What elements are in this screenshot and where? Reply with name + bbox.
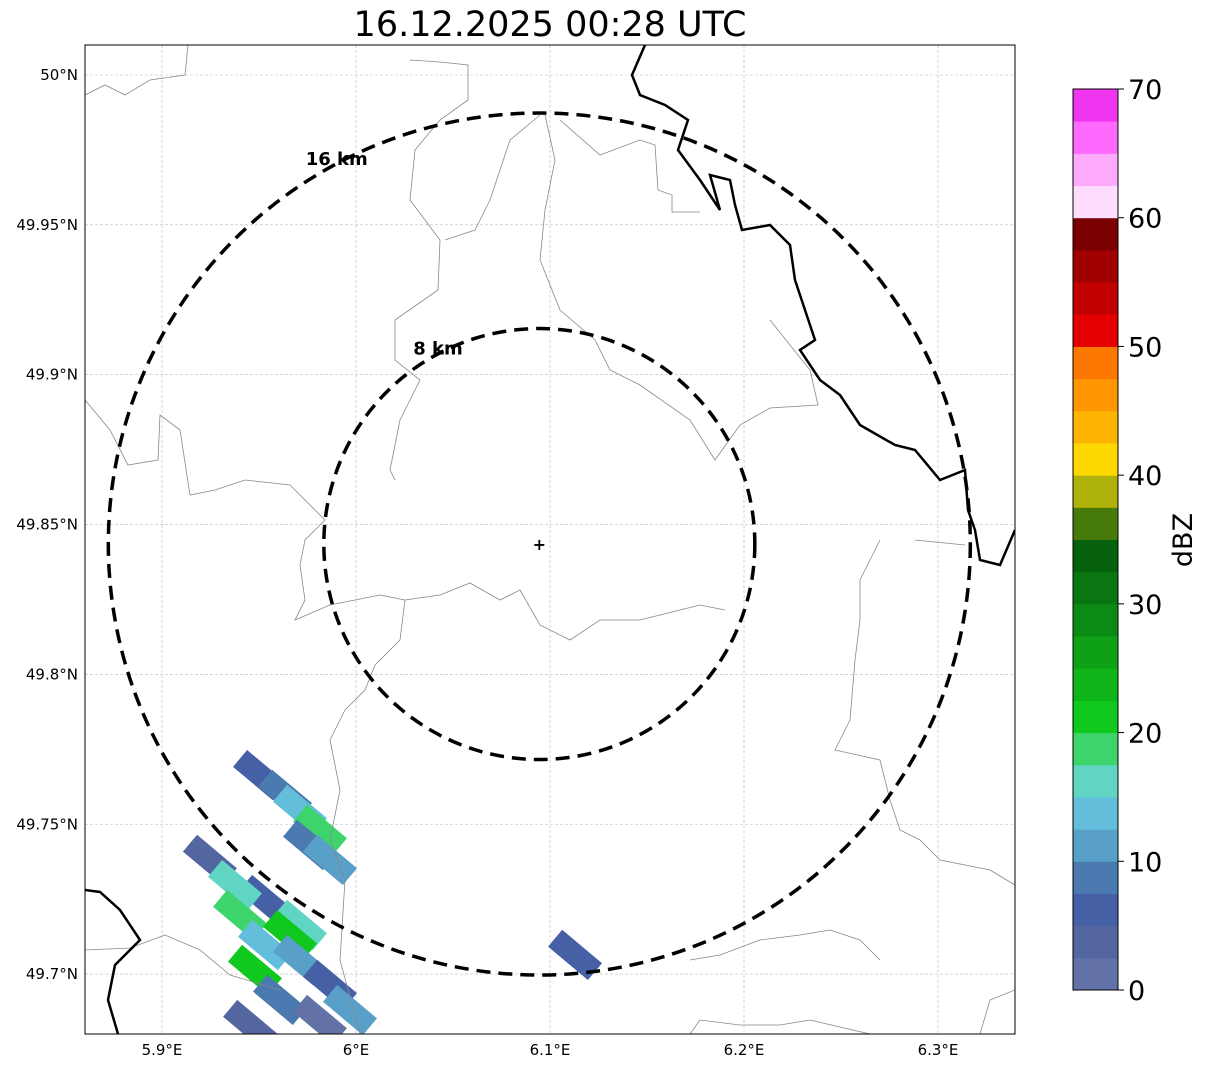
y-tick-label: 49.7°N (26, 965, 78, 983)
colorbar-tick-label: 30 (1128, 590, 1162, 621)
radar-echo-cell (292, 804, 347, 856)
colorbar-bin (1073, 764, 1118, 798)
colorbar-bin (1073, 829, 1118, 862)
colorbar-bin (1073, 249, 1118, 283)
colorbar-bin (1073, 732, 1118, 766)
y-tick-label: 49.95°N (16, 216, 78, 234)
colorbar-bin (1073, 700, 1118, 734)
radar-echo-cell (322, 984, 377, 1034)
gridlines (85, 45, 1015, 1034)
colorbar-label: dBZ (1168, 513, 1199, 567)
colorbar-bin (1073, 314, 1118, 347)
radar-echoes (182, 749, 603, 1034)
colorbar-bin (1073, 121, 1118, 154)
y-tick-label: 49.9°N (26, 366, 78, 384)
colorbar-bin (1073, 571, 1118, 605)
radar-echo-cell (207, 859, 262, 911)
colorbar-bin (1073, 603, 1118, 637)
colorbar-tick-label: 70 (1128, 75, 1162, 106)
colorbar-bin (1073, 861, 1118, 894)
range-ring-label: 8 km (413, 338, 463, 359)
colorbar-bin (1073, 636, 1118, 669)
axis-ticks: 5.9°E 6°E 6.1°E 6.2°E 6.3°E 50°N 49.95°N 49.9°N… (16, 66, 958, 1059)
colorbar-bin (1073, 925, 1118, 959)
colorbar-bin (1073, 796, 1118, 830)
y-tick-label: 49.75°N (16, 815, 78, 833)
x-tick-label: 6.1°E (530, 1041, 571, 1059)
range-ring-label: 16 km (306, 149, 368, 170)
colorbar-tick-label: 50 (1128, 332, 1162, 363)
y-tick-label: 49.85°N (16, 516, 78, 534)
colorbar-bin (1073, 507, 1118, 540)
radar-echo-cell (263, 910, 318, 961)
x-tick-label: 6.3°E (918, 1041, 959, 1059)
colorbar-bin (1073, 539, 1118, 573)
map-frame (84, 44, 1016, 1035)
colorbar-tick-label: 60 (1128, 204, 1162, 235)
radar-echo-cell (292, 994, 347, 1034)
map-title: 16.12.2025 00:28 UTC (353, 5, 747, 45)
colorbar-bin (1073, 185, 1118, 219)
radar-echo-cell (548, 929, 603, 981)
colorbar-bin (1073, 378, 1118, 412)
x-tick-label: 6.2°E (724, 1041, 765, 1059)
colorbar-tick-label: 40 (1128, 461, 1162, 492)
y-tick-label: 49.8°N (26, 665, 78, 683)
radar-site-marker: + (533, 535, 546, 554)
colorbar-bin (1073, 668, 1118, 701)
colorbar-bin (1073, 442, 1118, 476)
admin-borders (85, 45, 1015, 1034)
range-ring-8km (322, 326, 757, 762)
colorbar-tick-label: 20 (1128, 719, 1162, 750)
x-tick-label: 5.9°E (142, 1041, 183, 1059)
radar-echo-cell (272, 899, 327, 951)
range-rings: 8 km 16 km + (106, 111, 973, 977)
colorbar-frame (1072, 88, 1119, 991)
radar-echo-cell (238, 919, 293, 971)
radar-echo-cell (223, 999, 278, 1034)
colorbar-bin (1073, 282, 1118, 315)
radar-echo-cell (252, 974, 307, 1026)
x-tick-label: 6°E (343, 1041, 370, 1059)
colorbar: 0 10 20 30 40 50 60 70 dBZ (1072, 75, 1199, 1007)
y-tick-label: 50°N (40, 66, 78, 84)
radar-echo-cell (303, 834, 357, 886)
colorbar-bin (1073, 893, 1118, 927)
colorbar-bin (1073, 89, 1118, 122)
colorbar-tick-label: 0 (1128, 976, 1145, 1007)
colorbar-tick-label: 10 (1128, 847, 1162, 878)
colorbar-bin (1073, 346, 1118, 380)
colorbar-bin (1073, 410, 1118, 444)
colorbar-bin (1073, 217, 1118, 251)
colorbar-bin (1073, 957, 1118, 991)
range-ring-16km (106, 111, 973, 977)
colorbar-bin (1073, 153, 1118, 187)
colorbar-bin (1073, 475, 1118, 508)
